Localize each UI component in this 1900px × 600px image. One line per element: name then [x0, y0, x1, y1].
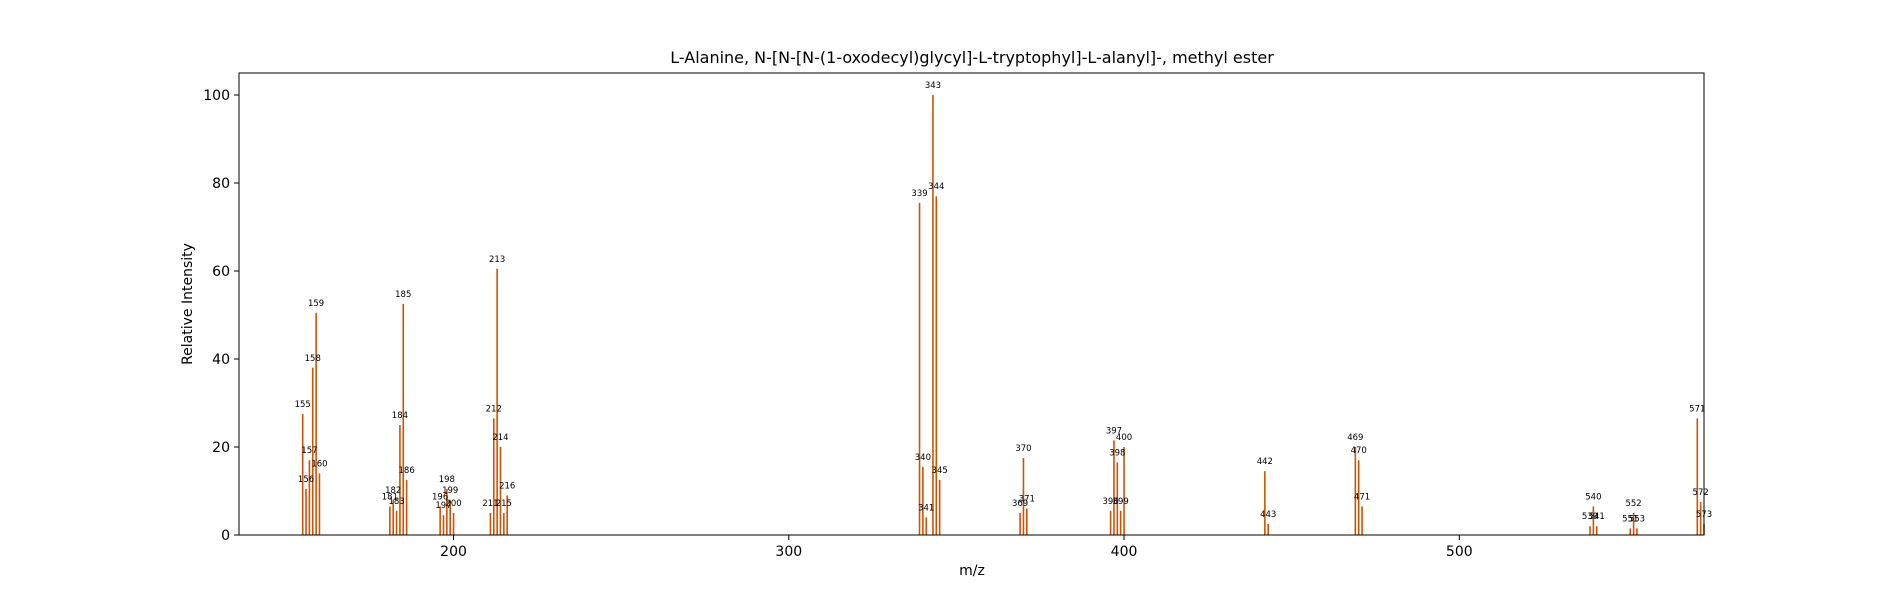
- peak-label-539: 539: [1582, 512, 1598, 522]
- peak-label-160: 160: [311, 459, 327, 469]
- y-tick-label-100: 100: [203, 88, 230, 104]
- peak-label-341: 341: [918, 503, 934, 513]
- y-tick-label-40: 40: [212, 352, 230, 368]
- peak-label-369: 369: [1012, 499, 1028, 509]
- peak-label-184: 184: [392, 411, 408, 421]
- peak-label-470: 470: [1351, 446, 1367, 456]
- y-tick-label-20: 20: [212, 440, 230, 456]
- peak-label-571: 571: [1689, 404, 1705, 414]
- peak-label-343: 343: [925, 81, 941, 91]
- peak-label-397: 397: [1106, 426, 1122, 436]
- x-tick-label-300: 300: [775, 544, 802, 560]
- x-axis-label: m/z: [959, 563, 985, 579]
- peak-label-200: 200: [445, 499, 461, 509]
- peak-label-186: 186: [399, 466, 415, 476]
- peak-label-157: 157: [301, 446, 317, 456]
- peak-label-345: 345: [932, 466, 948, 476]
- peak-label-182: 182: [385, 486, 401, 496]
- peak-label-443: 443: [1260, 510, 1276, 520]
- peak-labels-layer: 1551561571581591601811821831841851861961…: [295, 81, 1713, 524]
- peak-label-553: 553: [1629, 514, 1645, 524]
- peak-label-155: 155: [295, 400, 311, 410]
- plot-frame: [238, 72, 1705, 536]
- peak-label-196: 196: [432, 492, 448, 502]
- peak-label-181: 181: [382, 492, 398, 502]
- peak-label-214: 214: [492, 433, 508, 443]
- peak-label-158: 158: [305, 354, 321, 364]
- peak-label-339: 339: [911, 189, 927, 199]
- bars-layer: [301, 95, 1705, 535]
- peak-label-211: 211: [482, 499, 498, 509]
- peak-label-471: 471: [1354, 492, 1370, 502]
- axes-layer: 200 300 400 500 0 20 40 60 80 100: [203, 88, 1472, 560]
- peak-label-213: 213: [489, 255, 505, 265]
- peak-label-340: 340: [915, 453, 931, 463]
- peak-label-159: 159: [308, 299, 324, 309]
- peak-label-399: 399: [1113, 497, 1129, 507]
- y-tick-label-0: 0: [221, 528, 230, 544]
- peak-label-212: 212: [486, 404, 502, 414]
- peak-label-344: 344: [928, 182, 944, 192]
- y-tick-label-60: 60: [212, 264, 230, 280]
- y-axis-label: Relative Intensity: [180, 243, 196, 365]
- peak-label-216: 216: [499, 481, 515, 491]
- peak-label-183: 183: [388, 497, 404, 507]
- chart-title: L-Alanine, N-[N-[N-(1-oxodecyl)glycyl]-L…: [670, 48, 1274, 67]
- peak-label-398: 398: [1109, 448, 1125, 458]
- peak-label-215: 215: [496, 499, 512, 509]
- peak-label-197: 197: [435, 501, 451, 511]
- peak-label-551: 551: [1622, 514, 1638, 524]
- peak-label-541: 541: [1589, 512, 1605, 522]
- peak-label-198: 198: [439, 475, 455, 485]
- x-tick-label-200: 200: [440, 544, 467, 560]
- y-tick-label-80: 80: [212, 176, 230, 192]
- peak-label-552: 552: [1625, 499, 1641, 509]
- peak-label-199: 199: [442, 486, 458, 496]
- x-tick-label-400: 400: [1111, 544, 1138, 560]
- peak-label-156: 156: [298, 475, 314, 485]
- peak-label-572: 572: [1693, 488, 1709, 498]
- peak-label-469: 469: [1347, 433, 1363, 443]
- peak-label-442: 442: [1257, 457, 1273, 467]
- peak-label-540: 540: [1585, 492, 1601, 502]
- peak-label-371: 371: [1019, 495, 1035, 505]
- peak-label-185: 185: [395, 290, 411, 300]
- peak-label-370: 370: [1015, 444, 1031, 454]
- peak-label-400: 400: [1116, 433, 1132, 443]
- peak-label-396: 396: [1103, 497, 1119, 507]
- x-tick-label-500: 500: [1446, 544, 1473, 560]
